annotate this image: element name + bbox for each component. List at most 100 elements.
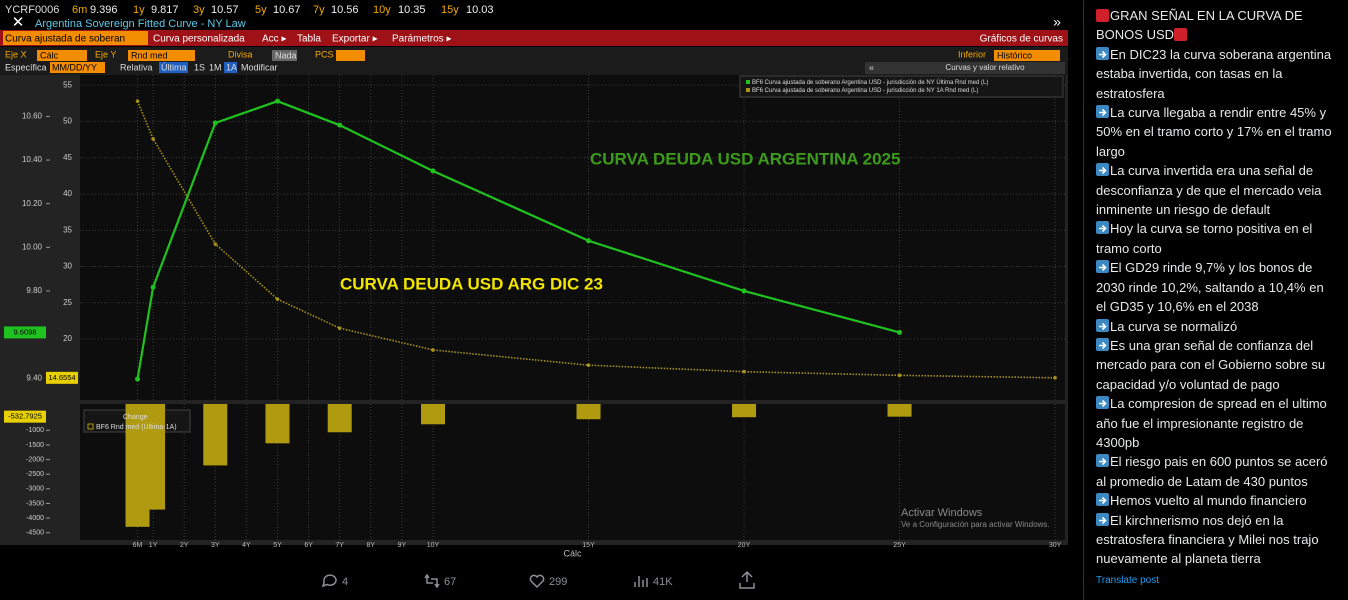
post-title: GRAN SEÑAL EN LA CURVA DE BONOS USD bbox=[1096, 6, 1336, 45]
menu-item[interactable]: Acc ▸ bbox=[262, 34, 286, 45]
post-point: El GD29 rinde 9,7% y los bonos de 2030 r… bbox=[1096, 258, 1336, 316]
tenor-value: 10.56 bbox=[331, 4, 359, 16]
point bbox=[897, 329, 903, 335]
arrow bbox=[1099, 108, 1107, 117]
bar bbox=[887, 404, 912, 417]
post-point: La curva invertida era una señal de desc… bbox=[1096, 161, 1336, 219]
y-tick-label: 10.20 bbox=[22, 199, 43, 208]
tenor-label: 6m bbox=[72, 4, 87, 16]
share-icon[interactable] bbox=[739, 570, 755, 589]
annotation: CURVA DEUDA USD ARG DIC 23 bbox=[340, 274, 603, 293]
control-field[interactable] bbox=[159, 62, 188, 73]
x-tick-label: 4Y bbox=[242, 542, 251, 549]
arrow bbox=[1099, 497, 1107, 505]
post-point: La curva llegaba a rendir entre 45% y 50… bbox=[1096, 103, 1336, 161]
bar bbox=[141, 404, 166, 510]
control-item[interactable]: Modificar bbox=[241, 62, 278, 72]
arrow bbox=[1099, 322, 1107, 330]
post-point-text: La compresion de spread en el ultimo año… bbox=[1096, 396, 1327, 450]
tenor-value: 10.57 bbox=[211, 4, 239, 16]
stat-icon[interactable] bbox=[529, 574, 545, 589]
post-point: El kirchnerismo nos dejó en la estratosf… bbox=[1096, 511, 1336, 569]
arrow-icon bbox=[1096, 318, 1109, 332]
tenor-value: 9.396 bbox=[90, 4, 118, 16]
arrow-icon bbox=[1096, 512, 1109, 526]
point bbox=[151, 137, 155, 141]
control-field[interactable] bbox=[336, 50, 365, 61]
arrow-icon bbox=[1096, 221, 1109, 235]
bar bbox=[203, 404, 228, 466]
terminal-subtitle: Argentina Sovereign Fitted Curve - NY La… bbox=[35, 18, 246, 30]
control-field[interactable] bbox=[50, 62, 105, 73]
x-tick-label: 1Y bbox=[149, 542, 158, 549]
x-tick-label: 2Y bbox=[180, 542, 189, 549]
control-value: Nada bbox=[275, 50, 297, 60]
post-point: Hoy la curva se torno positiva en el tra… bbox=[1096, 219, 1336, 258]
post-point-text: Hoy la curva se torno positiva en el tra… bbox=[1096, 221, 1313, 256]
stat-icon[interactable] bbox=[634, 576, 648, 587]
screenshot: ✕ » Argentina Sovereign Fitted Curve - N… bbox=[0, 3, 1068, 589]
legend-box bbox=[739, 75, 1064, 98]
stat-icon[interactable] bbox=[424, 573, 440, 589]
control-item[interactable]: Última bbox=[161, 62, 187, 72]
value-box bbox=[46, 371, 78, 384]
stat-icon[interactable] bbox=[321, 574, 337, 588]
control-item[interactable]: Relativa bbox=[120, 62, 153, 72]
control-item[interactable]: 1S bbox=[194, 62, 205, 72]
y2-tick-label: 25 bbox=[63, 298, 72, 307]
stat-count: 299 bbox=[549, 576, 567, 588]
bar bbox=[265, 404, 290, 444]
value-box bbox=[4, 410, 46, 423]
close-icon[interactable]: ✕ bbox=[12, 14, 25, 31]
x-tick-label: 15Y bbox=[582, 542, 595, 549]
expand-icon[interactable]: » bbox=[1053, 14, 1061, 30]
menu-bar bbox=[0, 30, 1068, 46]
control-item[interactable]: Específica bbox=[5, 62, 47, 72]
menu-item[interactable]: Tabla bbox=[297, 34, 321, 45]
arrow bbox=[1099, 225, 1107, 233]
menu-item[interactable]: Exportar ▸ bbox=[332, 34, 378, 45]
post-title-text: GRAN SEÑAL EN LA CURVA DE BONOS USD bbox=[1096, 8, 1303, 43]
point bbox=[430, 168, 436, 174]
menu-active bbox=[3, 31, 148, 45]
control-value: Rnd med bbox=[131, 50, 168, 60]
control-item[interactable]: 1A bbox=[226, 62, 237, 72]
post-point-text: En DIC23 la curva soberana argentina est… bbox=[1096, 46, 1332, 101]
value-box-label: -532.7925 bbox=[8, 412, 42, 421]
watermark: Activar Windows bbox=[901, 507, 983, 519]
control-field[interactable] bbox=[272, 50, 297, 61]
collapse-icon[interactable]: « bbox=[869, 62, 874, 72]
tenor-label: 10y bbox=[373, 4, 391, 16]
y-tick-label: -3500 bbox=[26, 500, 44, 507]
bar bbox=[576, 404, 601, 420]
control-field[interactable] bbox=[128, 50, 195, 61]
translate-link[interactable]: Translate post bbox=[1096, 574, 1159, 586]
menu-item[interactable]: Curva ajustada de soberan bbox=[5, 34, 125, 45]
post-point-text: La curva se normalizó bbox=[1110, 318, 1238, 334]
panel-title: Curvas y valor relativo bbox=[945, 63, 1025, 72]
control-field[interactable] bbox=[37, 50, 87, 61]
watermark: Ve a Configuración para activar Windows. bbox=[901, 520, 1050, 529]
menu-right[interactable]: Gráficos de curvas bbox=[980, 34, 1063, 45]
x-tick-label: 5Y bbox=[273, 542, 282, 549]
control-field[interactable] bbox=[224, 62, 237, 73]
arrow-icon bbox=[1096, 163, 1109, 177]
y-tick-label: -4500 bbox=[26, 530, 44, 537]
arrow-icon bbox=[1096, 396, 1109, 410]
menu-item[interactable]: Curva personalizada bbox=[153, 34, 245, 45]
point bbox=[742, 369, 746, 374]
legend-swatch bbox=[746, 80, 750, 84]
control-field[interactable] bbox=[994, 50, 1060, 61]
value-box-label: 14.6554 bbox=[48, 373, 75, 382]
y2-tick-label: 45 bbox=[63, 153, 72, 162]
tenor-value: 10.67 bbox=[273, 4, 301, 16]
arrow-icon bbox=[1096, 46, 1109, 60]
y2-tick-label: 35 bbox=[63, 225, 72, 234]
y-tick-label: -4000 bbox=[26, 515, 44, 522]
x-tick-label: 9Y bbox=[398, 542, 407, 549]
menu-item[interactable]: Parámetros ▸ bbox=[392, 34, 451, 45]
control-item[interactable]: 1M bbox=[209, 62, 222, 72]
control-item[interactable]: MM/DD/YY bbox=[52, 62, 97, 72]
post-point: Hemos vuelto al mundo financiero bbox=[1096, 491, 1336, 510]
